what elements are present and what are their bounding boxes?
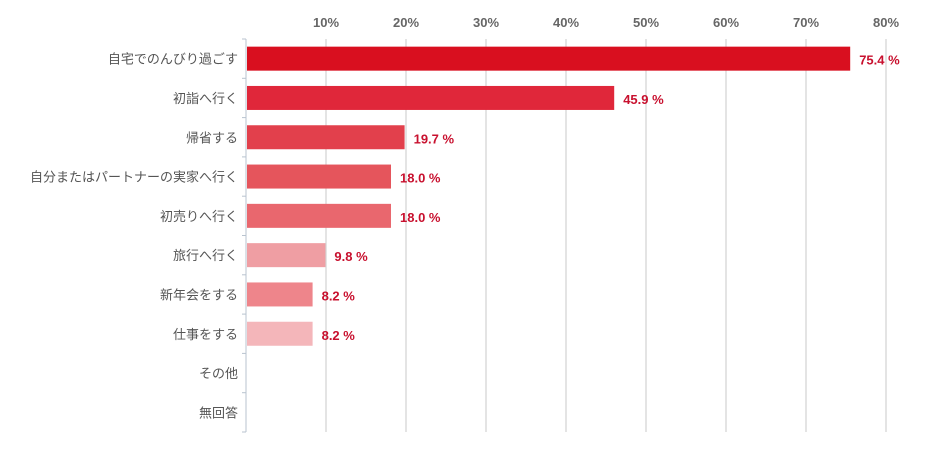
category-label: 初売りへ行く bbox=[160, 209, 238, 225]
value-label: 8.2 % bbox=[322, 288, 356, 303]
value-label: 8.2 % bbox=[322, 328, 356, 343]
category-label: 帰省する bbox=[186, 130, 238, 146]
tick-labels: 10% 20% 30% 40% 50% 60% 70% 80% bbox=[313, 15, 899, 30]
value-label: 9.8 % bbox=[334, 249, 368, 264]
bar bbox=[247, 203, 391, 228]
bar bbox=[247, 46, 851, 71]
value-label: 75.4 % bbox=[859, 53, 900, 68]
bars bbox=[247, 46, 851, 346]
tick-label-40: 40% bbox=[553, 15, 579, 30]
bar bbox=[247, 243, 326, 268]
category-label: 自分またはパートナーの実家へ行く bbox=[30, 170, 238, 186]
bar bbox=[247, 164, 391, 189]
category-label: 初詣へ行く bbox=[173, 92, 238, 107]
value-label: 45.9 % bbox=[623, 92, 664, 107]
value-label: 19.7 % bbox=[414, 131, 455, 146]
category-label: 仕事をする bbox=[173, 328, 238, 343]
tick-label-50: 50% bbox=[633, 15, 659, 30]
category-label: 旅行へ行く bbox=[173, 249, 238, 264]
category-label: 自宅でのんびり過ごす bbox=[108, 52, 238, 68]
tick-label-30: 30% bbox=[473, 15, 499, 30]
bar bbox=[247, 85, 615, 110]
tick-label-70: 70% bbox=[793, 15, 819, 30]
bar bbox=[247, 282, 313, 307]
category-label: 新年会をする bbox=[160, 287, 238, 303]
value-labels: 75.4 % 45.9 % 19.7 % 18.0 % 18.0 % 9.8 % 8.2 %… bbox=[322, 53, 901, 343]
y-axis-ticks bbox=[242, 38, 246, 433]
bar bbox=[247, 125, 405, 150]
value-label: 18.0 % bbox=[400, 210, 441, 225]
tick-label-80: 80% bbox=[873, 15, 899, 30]
value-label: 18.0 % bbox=[400, 171, 441, 186]
bar bbox=[247, 321, 313, 346]
category-labels: 自宅でのんびり過ごす初詣へ行く帰省する自分またはパートナーの実家へ行く初売りへ行… bbox=[30, 52, 238, 422]
tick-label-10: 10% bbox=[313, 15, 339, 30]
category-label: その他 bbox=[199, 367, 238, 382]
tick-label-20: 20% bbox=[393, 15, 419, 30]
tick-label-60: 60% bbox=[713, 15, 739, 30]
category-label: 無回答 bbox=[199, 405, 238, 421]
